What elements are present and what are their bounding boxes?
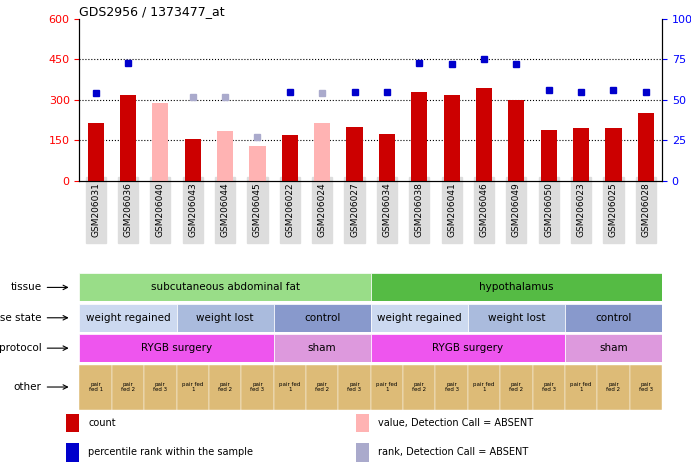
Bar [638, 113, 654, 181]
Bar [306, 365, 339, 410]
Bar [144, 365, 177, 410]
Text: pair fed
1: pair fed 1 [570, 382, 591, 392]
Bar [274, 365, 306, 410]
Bar [217, 131, 233, 181]
Bar [79, 304, 177, 332]
Bar [120, 95, 136, 181]
Bar [605, 128, 621, 181]
Bar [112, 365, 144, 410]
Bar [66, 413, 79, 432]
Text: pair
fed 1: pair fed 1 [88, 382, 103, 392]
Text: pair
fed 2: pair fed 2 [413, 382, 426, 392]
Text: pair fed
1: pair fed 1 [376, 382, 397, 392]
Text: percentile rank within the sample: percentile rank within the sample [88, 447, 254, 457]
Bar [540, 130, 557, 181]
Bar [79, 334, 274, 362]
Text: pair fed
1: pair fed 1 [473, 382, 495, 392]
Text: count: count [88, 418, 116, 428]
Text: pair
fed 3: pair fed 3 [542, 382, 556, 392]
Text: pair
fed 2: pair fed 2 [509, 382, 523, 392]
Text: weight lost: weight lost [196, 313, 254, 323]
Text: control: control [595, 313, 632, 323]
Bar [356, 413, 369, 432]
Text: pair
fed 3: pair fed 3 [638, 382, 653, 392]
Bar [565, 365, 597, 410]
Text: control: control [304, 313, 341, 323]
Text: weight regained: weight regained [86, 313, 170, 323]
Bar [533, 365, 565, 410]
Bar [476, 88, 492, 181]
Text: RYGB surgery: RYGB surgery [141, 343, 212, 353]
Bar [379, 134, 395, 181]
Bar [565, 304, 662, 332]
Bar [500, 365, 533, 410]
Text: pair
fed 2: pair fed 2 [218, 382, 232, 392]
Text: weight regained: weight regained [377, 313, 462, 323]
Bar [177, 365, 209, 410]
Bar [339, 365, 370, 410]
Text: other: other [13, 382, 41, 392]
Bar [88, 123, 104, 181]
Text: sham: sham [308, 343, 337, 353]
Text: subcutaneous abdominal fat: subcutaneous abdominal fat [151, 283, 300, 292]
Bar [370, 304, 468, 332]
Text: disease state: disease state [0, 313, 41, 323]
Bar [573, 128, 589, 181]
Bar [177, 304, 274, 332]
Bar [314, 123, 330, 181]
Text: pair
fed 3: pair fed 3 [153, 382, 167, 392]
Bar [274, 304, 370, 332]
Text: hypothalamus: hypothalamus [479, 283, 553, 292]
Text: pair fed
1: pair fed 1 [279, 382, 301, 392]
Bar [444, 95, 460, 181]
Text: pair
fed 3: pair fed 3 [348, 382, 361, 392]
Bar [152, 103, 169, 181]
Text: sham: sham [599, 343, 627, 353]
Bar [370, 273, 662, 301]
Bar [356, 443, 369, 462]
Text: weight lost: weight lost [488, 313, 545, 323]
Bar [411, 92, 427, 181]
Bar [66, 443, 79, 462]
Bar [597, 365, 630, 410]
Text: tissue: tissue [10, 283, 41, 292]
Text: pair
fed 3: pair fed 3 [250, 382, 265, 392]
Text: GDS2956 / 1373477_at: GDS2956 / 1373477_at [79, 5, 225, 18]
Bar [403, 365, 435, 410]
Bar [370, 365, 403, 410]
Text: pair
fed 2: pair fed 2 [121, 382, 135, 392]
Text: RYGB surgery: RYGB surgery [433, 343, 503, 353]
Bar [509, 100, 524, 181]
Bar [346, 127, 363, 181]
Bar [565, 334, 662, 362]
Bar [249, 146, 265, 181]
Bar [468, 365, 500, 410]
Bar [241, 365, 274, 410]
Bar [79, 273, 370, 301]
Bar [274, 334, 370, 362]
Bar [184, 139, 201, 181]
Text: pair
fed 2: pair fed 2 [315, 382, 329, 392]
Bar [468, 304, 565, 332]
Text: pair
fed 2: pair fed 2 [607, 382, 621, 392]
Bar [282, 135, 298, 181]
Bar [630, 365, 662, 410]
Bar [370, 334, 565, 362]
Bar [79, 365, 112, 410]
Bar [209, 365, 241, 410]
Text: protocol: protocol [0, 343, 41, 353]
Text: pair
fed 3: pair fed 3 [444, 382, 459, 392]
Text: value, Detection Call = ABSENT: value, Detection Call = ABSENT [379, 418, 533, 428]
Text: pair fed
1: pair fed 1 [182, 382, 203, 392]
Text: rank, Detection Call = ABSENT: rank, Detection Call = ABSENT [379, 447, 529, 457]
Bar [435, 365, 468, 410]
